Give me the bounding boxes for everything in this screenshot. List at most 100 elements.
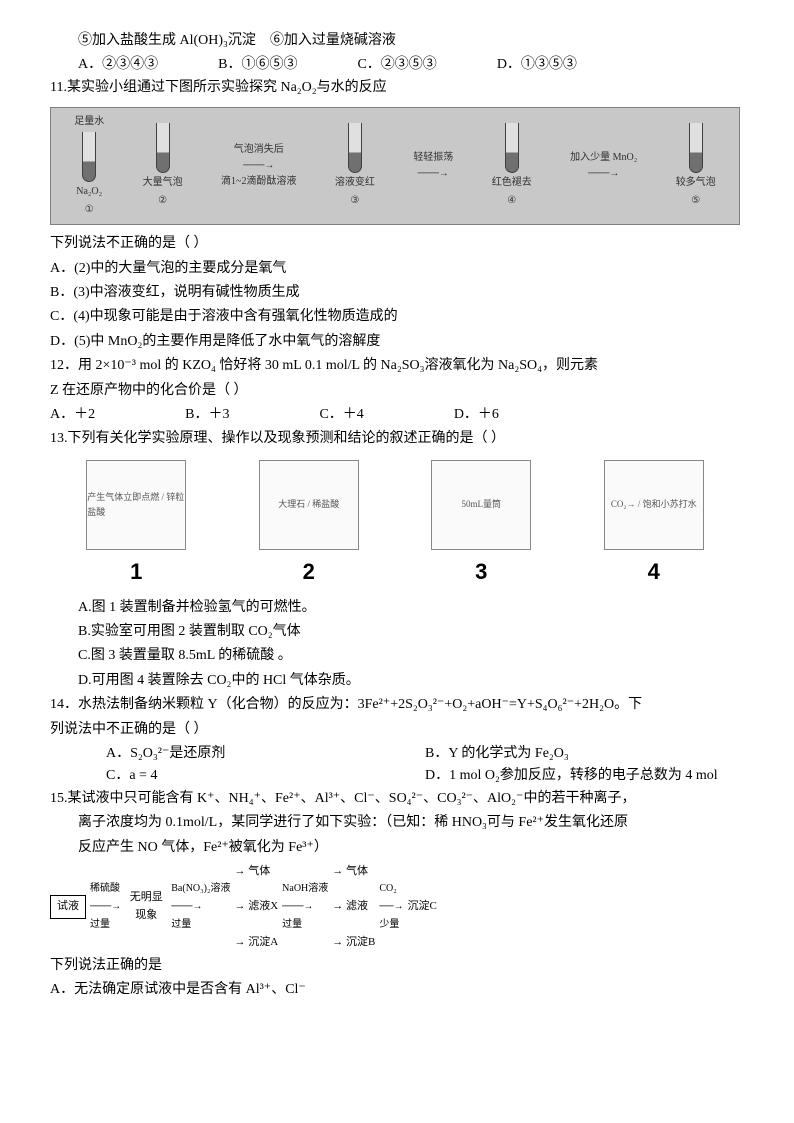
q11-optA: A．(2)中的大量气泡的主要成分是氧气: [50, 258, 744, 280]
s4-top: CO₂: [379, 881, 403, 897]
q12-optB: B．＋3: [185, 404, 229, 426]
q10-stem6-text: ⑥加入过量烧碱溶液: [270, 33, 396, 48]
step5-lbl: 较多气泡: [676, 175, 716, 191]
q12-options: A．＋2 B．＋3 C．＋4 D．＋6: [50, 404, 744, 426]
s1-top: 稀硫酸: [90, 881, 121, 897]
q15-optA: A．无法确定原试液中是否含有 Al³⁺、Cl⁻: [50, 979, 744, 1001]
q13-title: 13.下列有关化学实验原理、操作以及现象预测和结论的叙述正确的是（ ）: [50, 428, 744, 450]
q12-optA: A．＋2: [50, 404, 95, 426]
q15-question: 下列说法正确的是: [50, 955, 744, 977]
b2b: 滤液: [346, 900, 368, 912]
q11-title: 11.某实验小组通过下图所示实验探究 Na₂O₂与水的反应: [50, 77, 744, 99]
q13-diagram: 产生气体立即点燃 / 锌粒 盐酸 1 大理石 / 稀盐酸 2 50mL量筒 3 …: [50, 459, 740, 589]
step1-lbl2: Na₂O₂: [76, 184, 102, 200]
s3-top: NaOH溶液: [282, 881, 328, 897]
q10-optD: D．①③⑤③: [497, 54, 577, 76]
s3-bot: 过量: [282, 917, 328, 933]
flow-s3: NaOH溶液 ───→ 过量: [282, 881, 328, 933]
tube-icon: [348, 123, 362, 173]
arr2-lbl: 轻轻振荡: [413, 150, 453, 166]
s2-bot: 过量: [171, 917, 230, 933]
apparatus-icon: 50mL量筒: [431, 460, 531, 550]
q14-optB: B．Y 的化学式为 Fe₂O₃: [425, 743, 744, 765]
flow-s4: CO₂ ──→ 少量: [379, 881, 403, 933]
tube-icon: [505, 123, 519, 173]
q11-optD: D．(5)中 MnO₂的主要作用是降低了水中氧气的溶解度: [50, 331, 744, 353]
flow-s2: Ba(NO₃)₂溶液 ───→ 过量: [171, 881, 230, 933]
q11-step1: 足量水 Na₂O₂ ①: [74, 114, 104, 218]
q11-step3: 溶液变红 ③: [335, 123, 375, 209]
apparatus-icon: CO₂→ / 饱和小苏打水: [604, 460, 704, 550]
b2a: 气体: [346, 865, 368, 877]
q14-optC: C．a = 4: [106, 765, 425, 787]
q11-step5: 较多气泡 ⑤: [676, 123, 716, 209]
b2c: 沉淀B: [346, 936, 375, 948]
q12-optD: D．＋6: [454, 404, 499, 426]
r1-text: 无明显现象: [125, 889, 167, 924]
flow-s1: 稀硫酸 ───→ 过量: [90, 881, 121, 933]
q13-optA: A.图 1 装置制备并检验氢气的可燃性。: [50, 597, 744, 619]
q10-options: A．②③④③ B．①⑥⑤③ C．②③⑤③ D．①③⑤③: [50, 54, 744, 76]
q15-flow: 试液 稀硫酸 ───→ 过量 无明显现象 Ba(NO₃)₂溶液 ───→ 过量 …: [50, 867, 740, 947]
q11-arrow1: 气泡消失后 ───→ 滴1~2滴酚酞溶液: [221, 142, 296, 190]
step1-num: ①: [85, 202, 94, 218]
q14-row1: A．S₂O₃²⁻是还原剂 B．Y 的化学式为 Fe₂O₃: [50, 743, 744, 765]
q13-optC: C.图 3 装置量取 8.5mL 的稀硫酸 。: [50, 645, 744, 667]
step3-lbl: 溶液变红: [335, 175, 375, 191]
tube-icon: [156, 123, 170, 173]
q10-optB: B．①⑥⑤③: [218, 54, 297, 76]
q13-app2: 大理石 / 稀盐酸 2: [259, 460, 359, 589]
q13-optD: D.可用图 4 装置除去 CO₂中的 HCl 气体杂质。: [50, 670, 744, 692]
step4-num: ④: [507, 193, 516, 209]
q11-step2: 大量气泡 ②: [143, 123, 183, 209]
s1-bot: 过量: [90, 917, 121, 933]
app1-num: 1: [130, 554, 142, 589]
b1c: 沉淀A: [248, 936, 278, 948]
apparatus-icon: 产生气体立即点燃 / 锌粒 盐酸: [86, 460, 186, 550]
s4-bot: 少量: [379, 917, 403, 933]
step2-lbl: 大量气泡: [143, 175, 183, 191]
q14-optD: D．1 mol O₂参加反应，转移的电子总数为 4 mol: [425, 765, 744, 787]
q13-app3: 50mL量筒 3: [431, 460, 531, 589]
step2-num: ②: [158, 193, 167, 209]
q11-arrow2: 轻轻振荡 ───→: [413, 150, 453, 182]
step3-num: ③: [350, 193, 359, 209]
flow-branch2: → 气体 → 滤液 → 沉淀B: [332, 863, 375, 952]
q14-line2: 列说法中不正确的是（ ）: [50, 719, 744, 741]
q11-step4: 红色褪去 ④: [492, 123, 532, 209]
q11-diagram: 足量水 Na₂O₂ ① 大量气泡 ② 气泡消失后 ───→ 滴1~2滴酚酞溶液 …: [50, 107, 740, 225]
q11-optC: C．(4)中现象可能是由于溶液中含有强氧化性物质造成的: [50, 306, 744, 328]
q11-arrow3: 加入少量 MnO₂ ───→: [570, 150, 637, 182]
q13-app1: 产生气体立即点燃 / 锌粒 盐酸 1: [86, 460, 186, 589]
q11-question: 下列说法不正确的是（ ）: [50, 233, 744, 255]
step1-lbl1: 足量水: [74, 114, 104, 130]
q12-line2: Z 在还原产物中的化合价是（ ）: [50, 380, 744, 402]
q14-optA: A．S₂O₃²⁻是还原剂: [106, 743, 425, 765]
q15-line2: 离子浓度均为 0.1mol/L，某同学进行了如下实验：（已知：稀 HNO₃可与 …: [50, 812, 744, 834]
q10-optC: C．②③⑤③: [357, 54, 436, 76]
step4-lbl: 红色褪去: [492, 175, 532, 191]
apparatus-icon: 大理石 / 稀盐酸: [259, 460, 359, 550]
arr3-lbl: 加入少量 MnO₂: [570, 150, 637, 166]
arr1-top: 气泡消失后: [221, 142, 296, 158]
q11-optB: B．(3)中溶液变红，说明有碱性物质生成: [50, 282, 744, 304]
q10-stem5-text: ⑤加入盐酸生成 Al(OH)₃沉淀: [78, 33, 256, 48]
q15-line1: 15.某试液中只可能含有 K⁺、NH₄⁺、Fe²⁺、Al³⁺、Cl⁻、SO₄²⁻…: [50, 788, 744, 810]
b1a: 气体: [248, 865, 270, 877]
tube-icon: [82, 132, 96, 182]
q14-line1: 14．水热法制备纳米颗粒 Y（化合物）的反应为：3Fe²⁺+2S₂O₃²⁻+O₂…: [50, 694, 744, 716]
q13-app4: CO₂→ / 饱和小苏打水 4: [604, 460, 704, 589]
flow-start: 试液: [50, 895, 86, 919]
q15-line3: 反应产生 NO 气体，Fe²⁺被氧化为 Fe³⁺）: [50, 837, 744, 859]
app4-num: 4: [648, 554, 660, 589]
step5-num: ⑤: [691, 193, 700, 209]
app2-num: 2: [303, 554, 315, 589]
q10-stem5: ⑤加入盐酸生成 Al(OH)₃沉淀 ⑥加入过量烧碱溶液: [50, 30, 744, 52]
flow-r1: 无明显现象: [125, 889, 167, 924]
flow-branch1: → 气体 → 滤液X → 沉淀A: [234, 863, 278, 952]
q12-optC: C．＋4: [319, 404, 363, 426]
app3-num: 3: [475, 554, 487, 589]
q10-optA: A．②③④③: [78, 54, 158, 76]
b1b: 滤液X: [248, 900, 278, 912]
s2-top: Ba(NO₃)₂溶液: [171, 881, 230, 897]
